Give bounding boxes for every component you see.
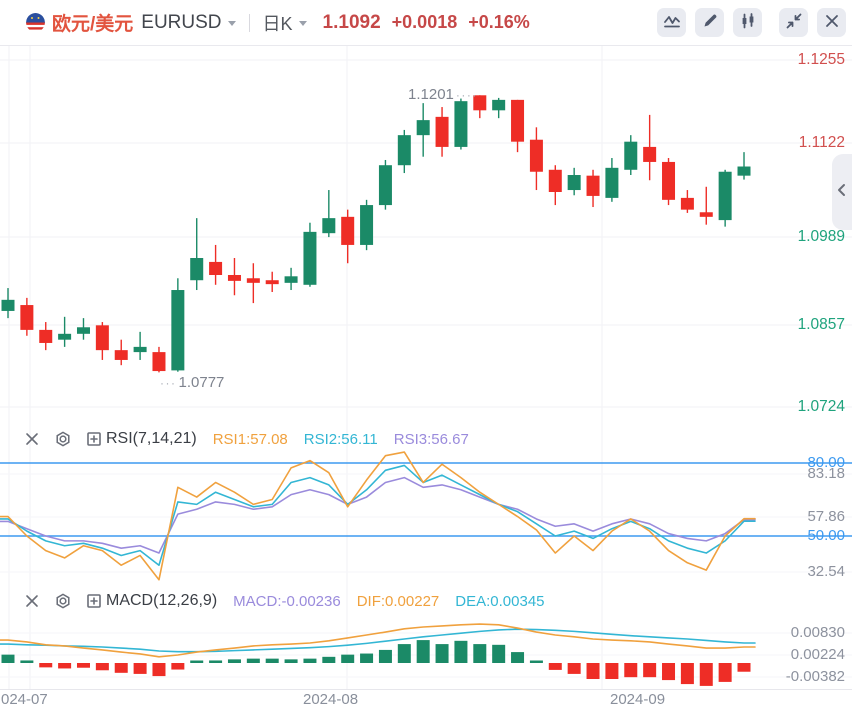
price-axis-label: 1.1255 — [797, 51, 845, 68]
chevron-left-icon — [836, 183, 848, 202]
rsi-settings-gear-icon[interactable] — [54, 430, 72, 448]
candlestick-icon — [738, 11, 758, 34]
macd-close-icon[interactable] — [24, 593, 40, 609]
panel-collapse-handle[interactable] — [832, 154, 852, 230]
rsi-grid-label: 83.18 — [807, 465, 845, 482]
macd-grid-label: 0.00830 — [790, 624, 845, 641]
low-price-annotation: ··· 1.0777 — [160, 374, 225, 391]
macd-grid-label: 0.00224 — [790, 646, 845, 663]
dotted-leader: ··· — [160, 375, 177, 390]
rsi2-readout: RSI2:56.11 — [303, 430, 378, 448]
eur-usd-flag-icon — [26, 13, 45, 32]
chart-style-button[interactable] — [733, 8, 762, 37]
rsi3-readout: RSI3:56.67 — [393, 430, 469, 448]
high-price-annotation: 1.1201 ···· — [408, 86, 478, 103]
rsi-add-icon[interactable] — [86, 431, 102, 447]
price-axis-label: 1.0857 — [797, 316, 845, 333]
macd-readout: MACD:-0.00236 — [233, 592, 341, 610]
price-axis-label: 1.0989 — [797, 228, 845, 245]
pair-name-cn: 欧元/美元 — [52, 14, 134, 35]
price-change-percent: +0.16% — [468, 12, 530, 32]
indicator-icon — [662, 11, 682, 34]
rsi-band-label: 80.00 — [807, 454, 845, 471]
price-change: +0.0018 — [391, 12, 458, 32]
x-axis-label: 2024-09 — [610, 691, 666, 708]
macd-title: MACD(12,26,9) — [106, 592, 218, 609]
collapse-arrows-icon — [784, 11, 804, 34]
x-axis-label: 024-07 — [1, 691, 48, 708]
rsi-band-label: 50.00 — [807, 527, 845, 544]
pencil-icon — [700, 11, 720, 34]
toolbar: 欧元/美元 EURUSD 日K 1.1092 +0.0018 +0.16% — [0, 0, 852, 46]
price-axis-label: 1.1122 — [798, 134, 845, 151]
rsi-grid-label: 32.54 — [807, 563, 845, 580]
divider — [248, 13, 250, 32]
rsi-title: RSI(7,14,21) — [106, 430, 197, 447]
close-icon — [822, 11, 842, 34]
pair-dropdown-caret-icon[interactable] — [227, 21, 236, 26]
dea-readout: DEA:0.00345 — [455, 592, 545, 610]
macd-settings-gear-icon[interactable] — [54, 592, 72, 610]
draw-button[interactable] — [695, 8, 724, 37]
x-axis-border — [0, 689, 852, 690]
close-chart-button[interactable] — [817, 8, 846, 37]
macd-add-icon[interactable] — [86, 593, 102, 609]
dif-readout: DIF:0.00227 — [356, 592, 440, 610]
dotted-leader: ···· — [455, 87, 478, 102]
rsi-panel-header: RSI(7,14,21) RSI1:57.08 RSI2:56.11 RSI3:… — [0, 427, 485, 451]
pair-code[interactable]: EURUSD — [141, 11, 222, 33]
rsi-grid-label: 57.86 — [807, 508, 845, 525]
x-axis-label: 2024-08 — [303, 691, 359, 708]
shrink-button[interactable] — [779, 8, 808, 37]
price-axis-label: 1.0724 — [797, 398, 845, 415]
last-price: 1.1092 — [322, 11, 381, 33]
macd-panel-header: MACD(12,26,9) MACD:-0.00236 DIF:0.00227 … — [0, 589, 561, 613]
indicator-button[interactable] — [657, 8, 686, 37]
timeframe-dropdown-caret-icon[interactable] — [298, 21, 307, 26]
timeframe-select[interactable]: 日K — [262, 13, 293, 34]
rsi-close-icon[interactable] — [24, 431, 40, 447]
macd-grid-label: -0.00382 — [785, 668, 845, 685]
rsi1-readout: RSI1:57.08 — [212, 430, 288, 448]
